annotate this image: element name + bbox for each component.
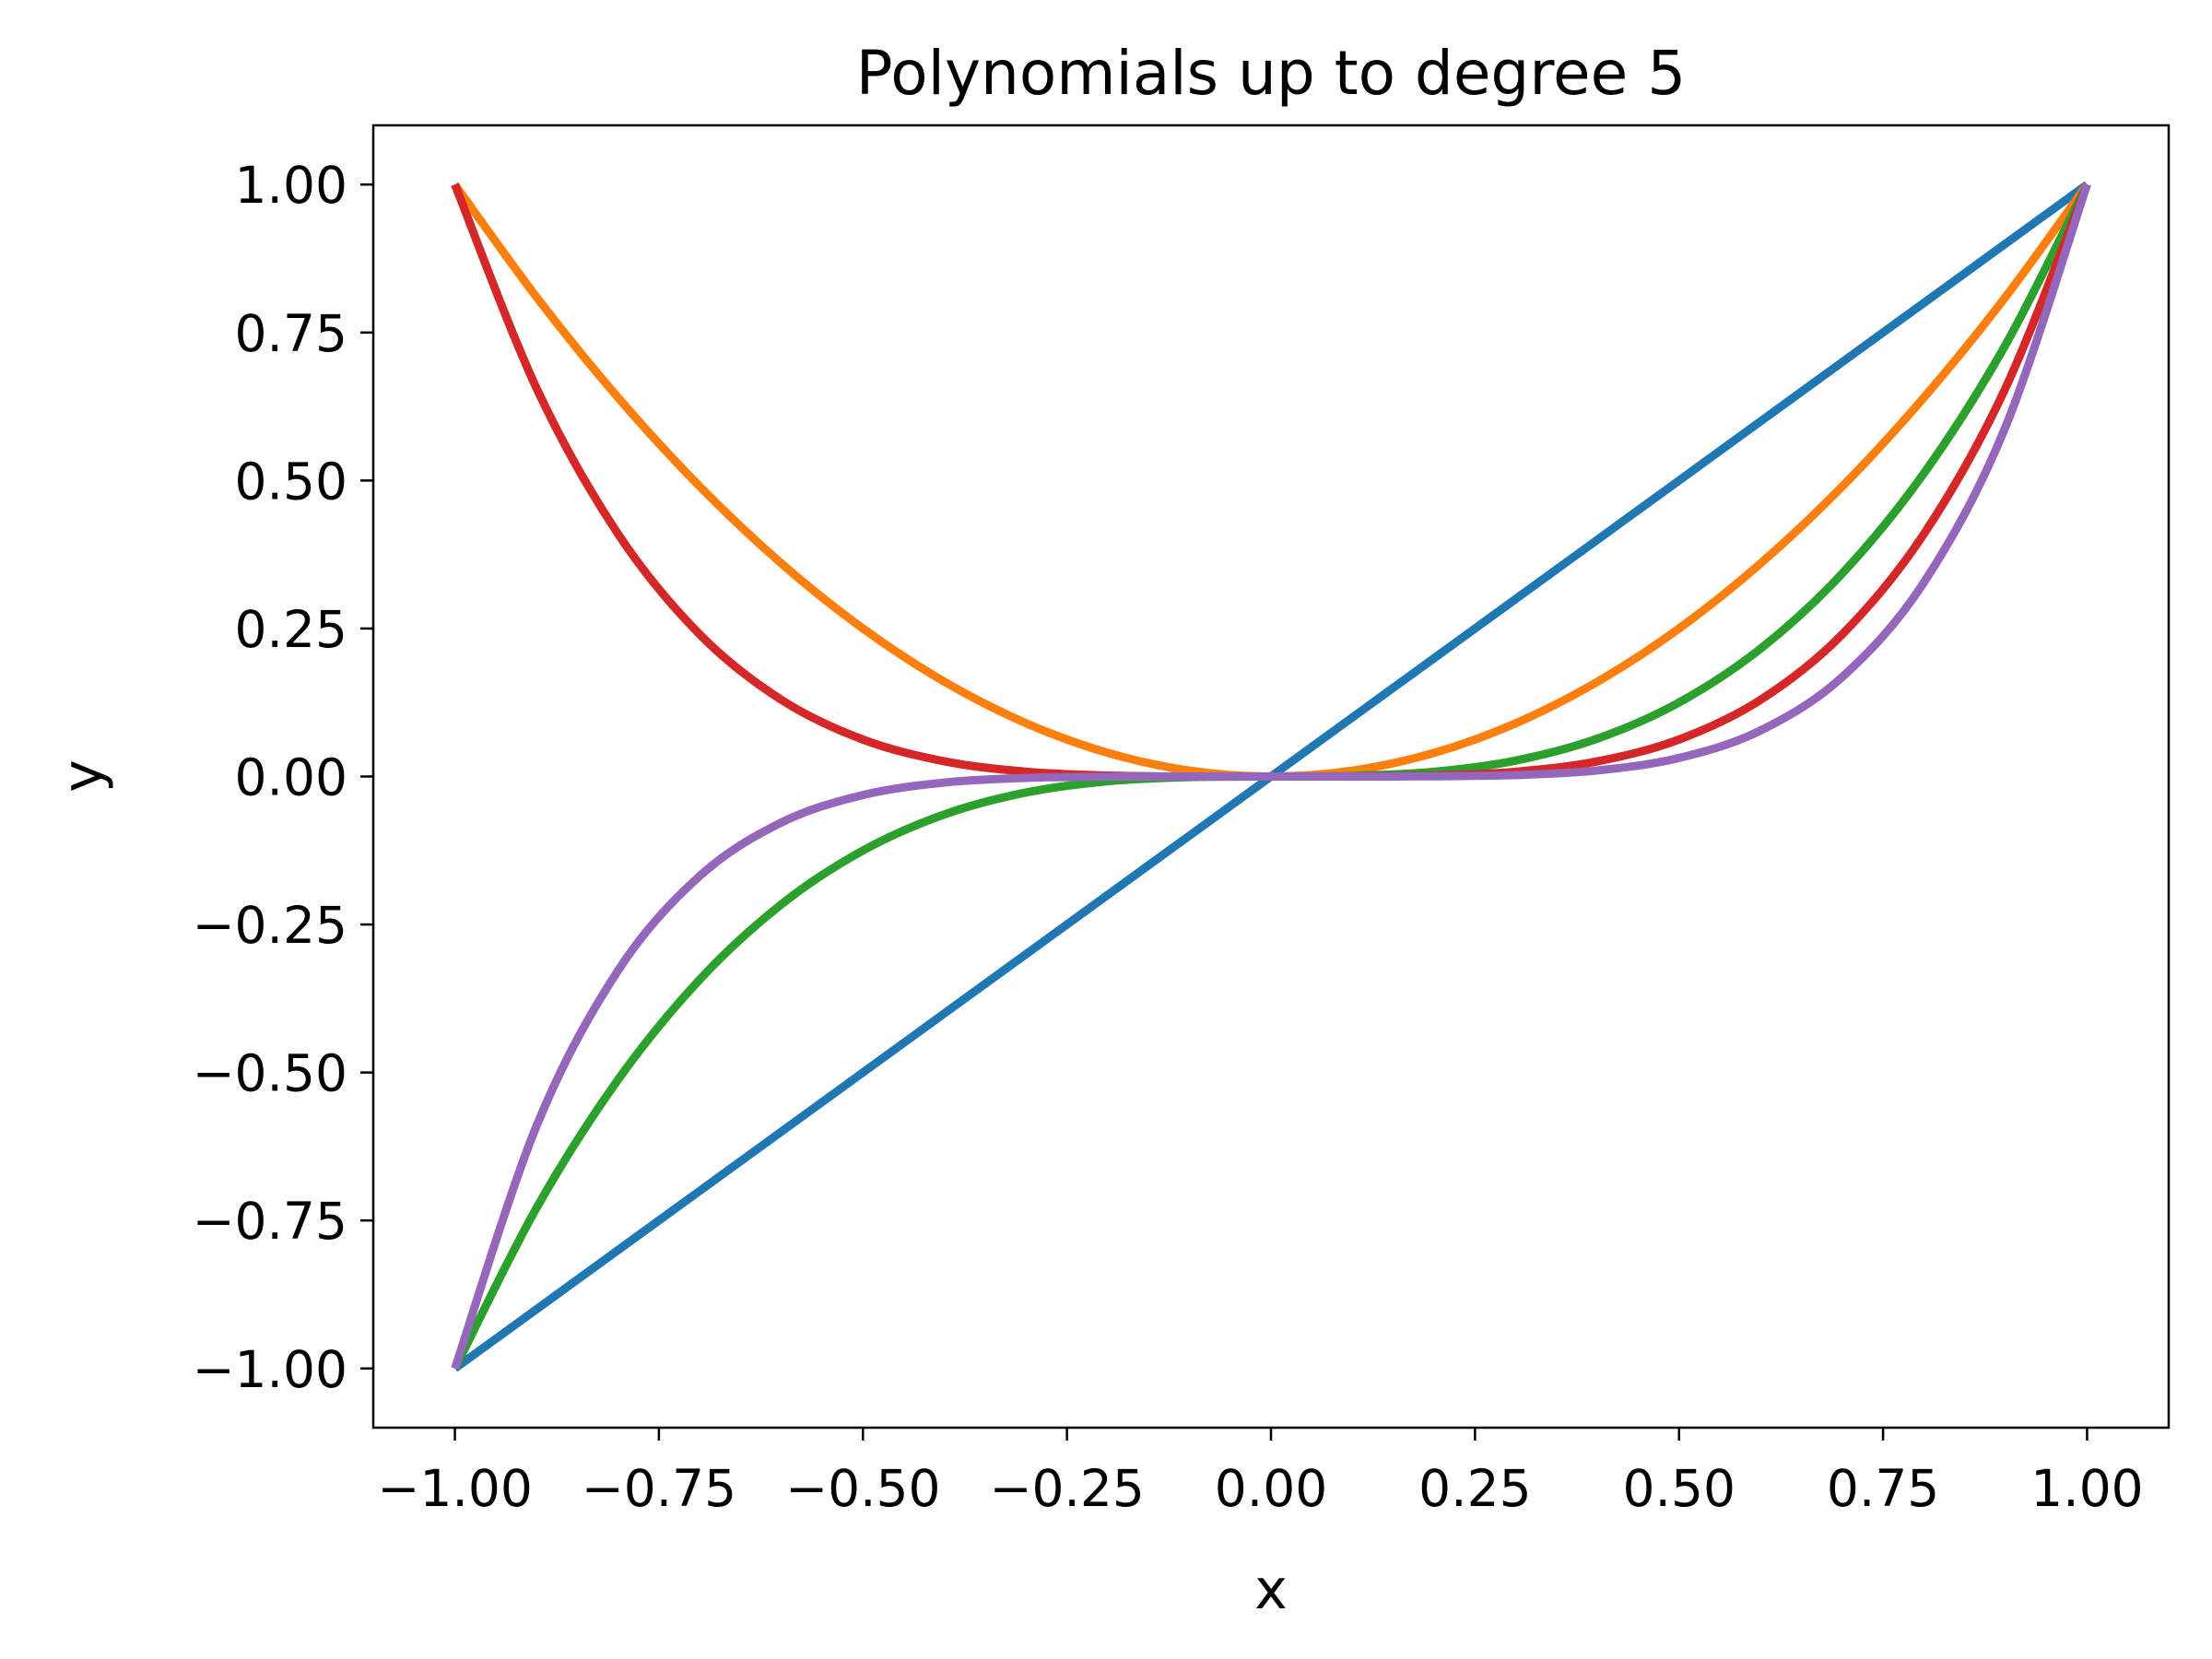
y-tick-label: −0.25 bbox=[192, 896, 347, 955]
x-tick-label: 1.00 bbox=[2030, 1459, 2143, 1518]
x-tick-label: 0.50 bbox=[1622, 1459, 1735, 1518]
x-tick-label: 0.00 bbox=[1215, 1459, 1327, 1518]
x-tick-label: −0.75 bbox=[582, 1459, 737, 1518]
y-tick-label: −0.50 bbox=[192, 1044, 347, 1103]
chart-title: Polynomials up to degree 5 bbox=[856, 38, 1686, 109]
y-tick-label: 0.00 bbox=[235, 748, 347, 807]
y-tick-label: 0.50 bbox=[235, 452, 347, 511]
x-tick-label: 0.25 bbox=[1418, 1459, 1531, 1518]
y-tick-label: 0.25 bbox=[235, 600, 347, 659]
y-tick-label: −1.00 bbox=[192, 1340, 347, 1399]
y-axis-ticks: 1.00 0.75 0.50 0.25 0.00 −0.25 −0.50 −0.75 −1.00 bbox=[192, 156, 373, 1399]
series-line-2 bbox=[455, 184, 2088, 776]
plot-area bbox=[455, 184, 2088, 1369]
y-tick-label: 1.00 bbox=[235, 156, 347, 215]
x-tick-label: 0.75 bbox=[1827, 1459, 1939, 1518]
y-tick-label: 0.75 bbox=[235, 304, 347, 363]
x-tick-label: −1.00 bbox=[377, 1459, 533, 1518]
y-axis-label: y bbox=[51, 759, 115, 793]
y-tick-label: −0.75 bbox=[192, 1192, 347, 1251]
x-axis-label: x bbox=[1254, 1558, 1288, 1622]
x-tick-label: −0.50 bbox=[785, 1459, 941, 1518]
x-axis-ticks: −1.00 −0.75 −0.50 −0.25 0.00 0.25 0.50 0.75 1.00 bbox=[377, 1428, 2143, 1518]
x-tick-label: −0.25 bbox=[989, 1459, 1145, 1518]
